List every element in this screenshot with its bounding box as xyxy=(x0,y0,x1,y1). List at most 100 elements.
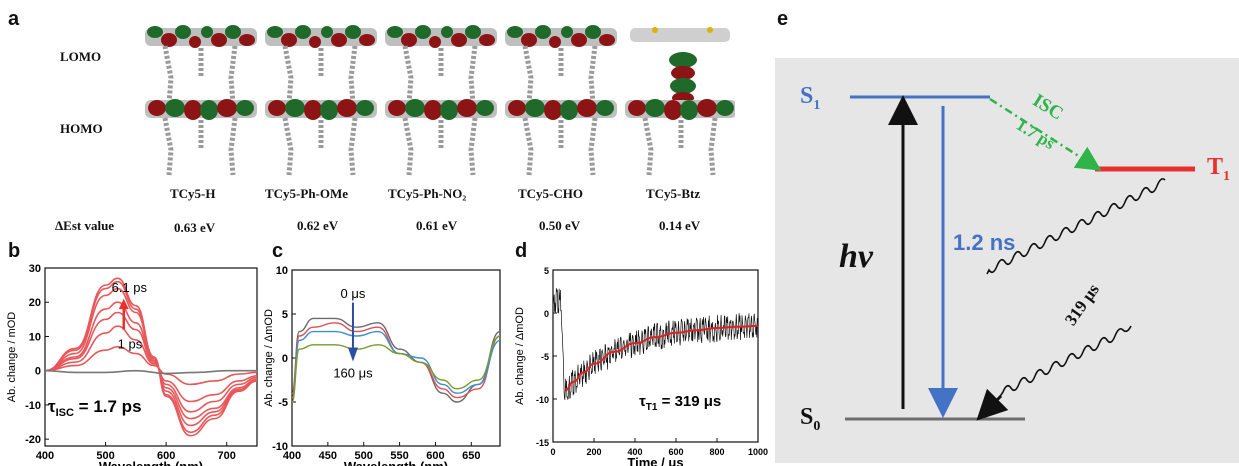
y-axis-label: Ab. change / ΔmOD xyxy=(263,309,275,407)
series-line-2 xyxy=(291,330,501,403)
y-tick-label: 10 xyxy=(276,265,288,277)
x-axis-label: Wavelength (nm) xyxy=(344,459,448,466)
orbital-homo-5 xyxy=(625,99,735,175)
x-tick-label: 650 xyxy=(462,450,480,462)
y-tick-label: 0 xyxy=(544,309,549,319)
series-line-0 xyxy=(44,345,258,386)
isc-arrow xyxy=(989,97,1102,171)
plot-frame xyxy=(291,269,501,447)
x-tick-label: 400 xyxy=(36,450,54,462)
series-line-3 xyxy=(291,335,501,403)
time-arrowhead xyxy=(347,347,358,362)
orbital-homo-1 xyxy=(145,99,257,175)
y-tick-label: 5 xyxy=(544,266,549,276)
series-line-7 xyxy=(44,369,257,375)
x-tick-label: 500 xyxy=(355,450,373,462)
row-label-lomo: LOMO xyxy=(60,49,102,64)
x-tick-label: 600 xyxy=(157,450,175,462)
delta-est-value: 0.63 eV xyxy=(174,220,216,235)
series-line-3 xyxy=(44,301,258,420)
jablonski-diagram: S1 T1 S0 hv 1.2 ns ISC 1.7 ps 319 μs xyxy=(775,58,1239,463)
panel-label-c: c xyxy=(272,240,284,262)
annotation-top: 6.1 ps xyxy=(112,280,148,295)
x-tick-label: 800 xyxy=(709,447,724,457)
x-tick-label: 0 xyxy=(550,447,555,457)
orbital-homo-3 xyxy=(385,99,497,175)
row-label-homo: HOMO xyxy=(60,121,103,136)
series-line-fit xyxy=(565,324,759,392)
orbital-lomo-4 xyxy=(505,25,617,103)
y-tick-label: -10 xyxy=(25,400,41,412)
y-axis-label: Ab. change / ΔmOD xyxy=(514,307,526,405)
orbital-homo-2 xyxy=(265,99,377,175)
tau-label: τT1 = 319 μs xyxy=(639,393,721,413)
orbital-lomo-3 xyxy=(385,25,497,103)
panel-label-d: d xyxy=(515,240,528,262)
panel-label-e: e xyxy=(777,8,789,30)
x-tick-label: 1000 xyxy=(748,447,768,457)
chart-d: 0 200 400 600 800 1000 -15 -10 -5 0 5 Time / μs Ab. … xyxy=(514,266,768,466)
annotation-bottom: 160 μs xyxy=(333,365,373,380)
jablonski-svg xyxy=(845,95,1195,421)
compound-name: TCy5-Ph-NO₂ xyxy=(388,186,467,201)
x-axis-label: Time / μs xyxy=(627,455,683,466)
t1-label: T1 xyxy=(1207,154,1231,184)
x-tick-label: 400 xyxy=(627,447,642,457)
series-line-6 xyxy=(44,277,258,437)
y-tick-label: 10 xyxy=(29,331,41,343)
time-arrowhead xyxy=(118,298,129,310)
y-tick-label: -5 xyxy=(541,352,549,362)
x-tick-label: 400 xyxy=(283,450,301,462)
series-line-2 xyxy=(44,311,258,413)
tau-label: τISC = 1.7 ps xyxy=(48,397,142,419)
annotation-top: 0 μs xyxy=(341,286,366,301)
plot-frame xyxy=(552,269,759,443)
phosphorescence-wave-3 xyxy=(998,325,1132,399)
x-tick-label: 600 xyxy=(426,450,444,462)
series-data xyxy=(552,288,759,401)
panel-label-a: a xyxy=(8,8,20,30)
chart-b: 400 500 600 700 -20 -10 0 10 20 30 Wavelength (nm)… xyxy=(6,263,258,466)
y-tick-label: -20 xyxy=(25,434,41,446)
s0-label: S0 xyxy=(800,404,821,434)
delta-est-value: 0.61 eV xyxy=(416,218,458,233)
series-line-1 xyxy=(44,325,258,403)
x-tick-label: 700 xyxy=(218,450,236,462)
orbital-lomo-2 xyxy=(265,25,377,103)
compound-name: TCy5-Btz xyxy=(646,186,701,201)
panel-label-b: b xyxy=(8,240,21,262)
annotation-bottom: 1 ps xyxy=(118,336,143,351)
series-line-0 μs xyxy=(291,317,501,403)
delta-est-value: 0.14 eV xyxy=(659,218,701,233)
y-tick-label: 20 xyxy=(29,297,41,309)
phosphorescence-arrowhead xyxy=(976,388,1009,421)
orbital-homo-4 xyxy=(505,99,617,175)
x-tick-label: 600 xyxy=(668,447,683,457)
chart-c: 400 450 500 550 600 650 -10 -5 0 5 10 Wavelength (n… xyxy=(263,265,501,466)
orbital-illustrations xyxy=(135,18,735,183)
compound-name: TCy5-CHO xyxy=(518,186,583,201)
y-tick-label: -15 xyxy=(536,438,549,448)
y-tick-label: -5 xyxy=(278,397,288,409)
compound-name: TCy5-Ph-OMe xyxy=(265,186,349,201)
y-tick-label: 5 xyxy=(282,309,288,321)
x-tick-label: 550 xyxy=(390,450,408,462)
y-tick-label: 0 xyxy=(282,353,288,365)
phosphorescence-wave-1 xyxy=(986,178,1166,275)
y-tick-label: -10 xyxy=(272,441,288,453)
x-axis-label: Wavelength (nm) xyxy=(99,459,203,466)
hv-label: hv xyxy=(839,238,873,275)
orbital-lomo-1 xyxy=(145,25,257,103)
fluorescence-lifetime: 1.2 ns xyxy=(953,230,1016,255)
compound-name: TCy5-H xyxy=(170,186,216,201)
orbital-lomo-5 xyxy=(630,27,730,104)
series-line-4 xyxy=(44,287,258,427)
y-tick-label: -10 xyxy=(536,395,549,405)
delta-est-value: 0.62 eV xyxy=(297,218,339,233)
x-tick-label: 500 xyxy=(96,450,114,462)
s1-label: S1 xyxy=(800,83,821,113)
x-tick-label: 200 xyxy=(586,447,601,457)
plot-frame xyxy=(44,267,258,447)
x-tick-label: 450 xyxy=(319,450,337,462)
y-tick-label: 0 xyxy=(35,366,41,378)
